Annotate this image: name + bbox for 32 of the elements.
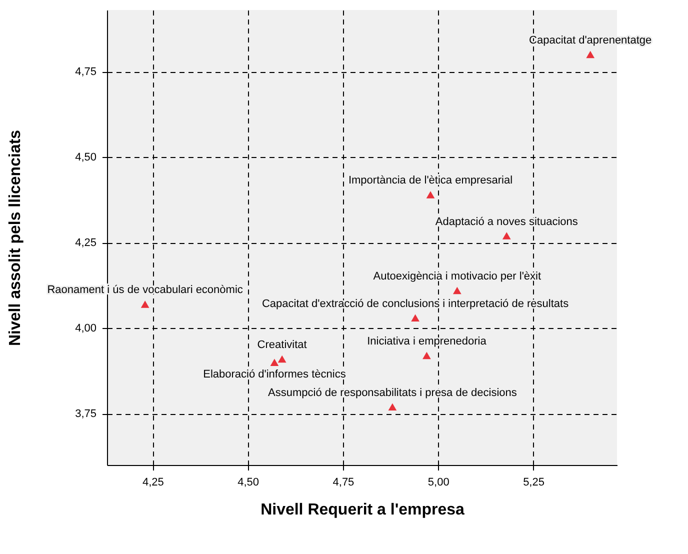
x-tick-label: 5,25 (523, 476, 544, 488)
annotation: Capacitat d'aprenentatge (529, 34, 652, 46)
point (502, 232, 511, 240)
x-axis-title: Nivell Requerit a l'empresa (260, 502, 465, 518)
point (140, 300, 150, 308)
point (411, 314, 420, 322)
annotation: Importància de l'ètica empresarial (348, 174, 513, 187)
y-tick-label: 4,50 (75, 152, 96, 164)
point (422, 352, 431, 360)
x-tick-label: 4,25 (142, 476, 164, 488)
point (586, 50, 595, 58)
annotation: Capacitat d'extracció de conclusions i interpretació de resultats (262, 298, 570, 310)
annotation: Autoexigència i motivacio per l'èxit (373, 270, 542, 283)
y-axis-title: Nivell assolit pels llicenciats (7, 130, 24, 346)
x-tick-label: 4,75 (332, 476, 354, 488)
x-tick-label: 5,00 (428, 476, 450, 488)
annotation: Iniciativa i emprenedoria (367, 336, 488, 348)
point (278, 355, 286, 363)
annotation: Raonament i ús de vocabulari econòmic (47, 284, 244, 296)
annotation: Adaptació a noves situacions (435, 216, 578, 228)
point (270, 358, 279, 366)
annotation: Creativitat (257, 338, 307, 351)
point (388, 403, 397, 410)
point (426, 191, 435, 198)
y-tick-label: 4,25 (75, 237, 96, 250)
x-tick-label: 4,50 (238, 476, 260, 488)
point (452, 286, 462, 294)
y-tick-label: 3,75 (75, 408, 96, 420)
annotation: Assumpció de responsabilitats i presa de decisions (268, 386, 518, 399)
y-tick-label: 4,75 (75, 66, 96, 78)
y-tick-label: 4,00 (75, 322, 96, 335)
annotation: Elaboració d'informes tècnics (203, 368, 346, 380)
